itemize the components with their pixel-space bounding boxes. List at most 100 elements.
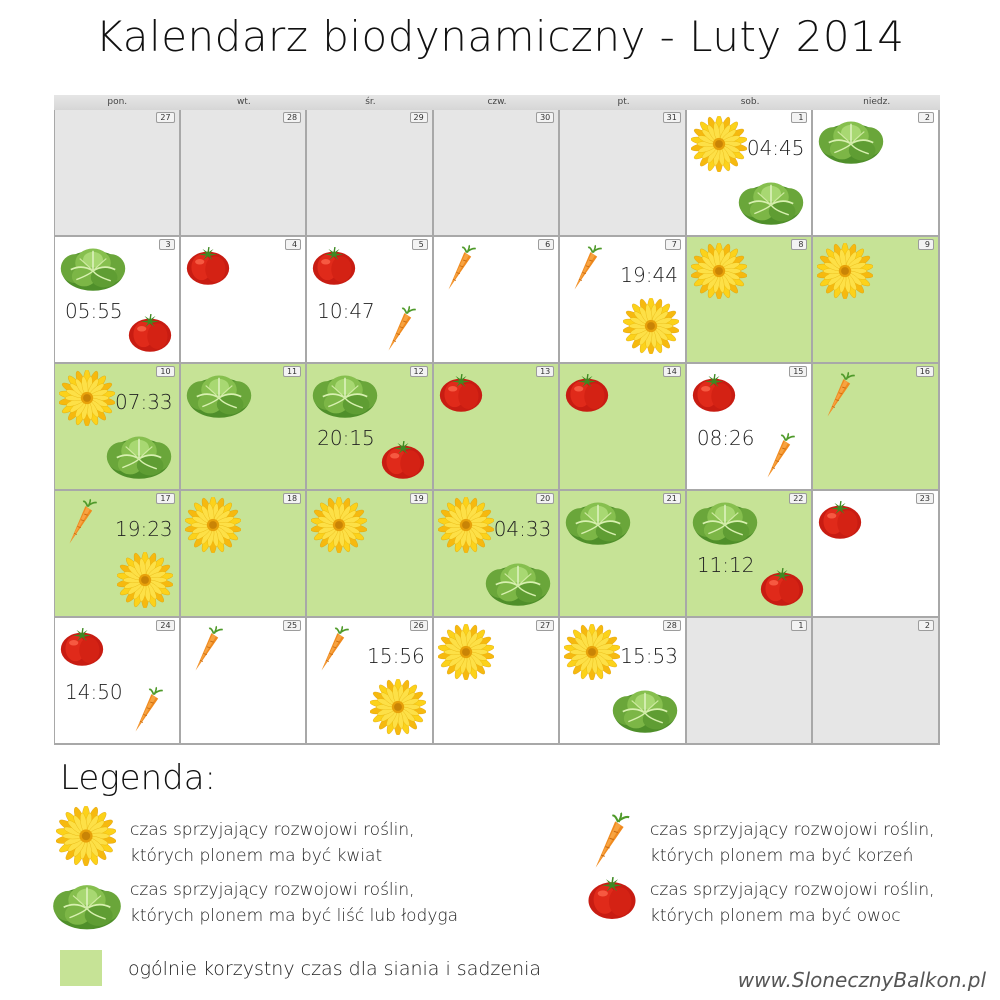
day-number: 15 bbox=[789, 366, 808, 377]
calendar-day-cell: 2 bbox=[813, 110, 940, 237]
lettuce-icon bbox=[185, 370, 253, 420]
tomato-icon bbox=[564, 370, 610, 414]
tomato-icon bbox=[127, 310, 173, 354]
day-number: 13 bbox=[536, 366, 555, 377]
carrot-icon bbox=[570, 243, 604, 293]
flower-icon bbox=[55, 805, 117, 867]
green-swatch bbox=[60, 950, 102, 986]
calendar-day-cell: 11 bbox=[180, 364, 308, 491]
calendar-day-cell: 16 bbox=[813, 364, 940, 491]
page-title: Kalendarz biodynamiczny - Luty 2014 bbox=[95, 12, 905, 61]
moon-transition-time: 11:12 bbox=[696, 553, 755, 577]
day-number: 17 bbox=[156, 493, 175, 504]
weekday-label: niedz. bbox=[863, 97, 891, 107]
legend-root-text: czas sprzyjający rozwojowi roślin, który… bbox=[650, 820, 935, 866]
day-number: 11 bbox=[282, 366, 302, 377]
day-number: 26 bbox=[409, 620, 428, 631]
lettuce-icon bbox=[311, 370, 379, 420]
calendar-day-cell: 26 15:56 bbox=[307, 618, 434, 745]
calendar-day-cell: 19 bbox=[307, 491, 434, 618]
calendar-day-cell: 20 04:33 bbox=[433, 491, 561, 618]
calendar-day-cell: 8 bbox=[686, 237, 814, 364]
day-number: 27 bbox=[156, 112, 175, 123]
tomato-icon bbox=[438, 370, 484, 414]
day-number: 30 bbox=[536, 112, 555, 123]
flower-icon bbox=[437, 496, 495, 554]
flower-icon bbox=[690, 115, 748, 173]
weekday-label: wt. bbox=[236, 97, 251, 107]
day-number: 23 bbox=[915, 493, 934, 504]
day-number: 7 bbox=[664, 239, 681, 250]
day-number: 22 bbox=[789, 493, 808, 504]
moon-transition-time: 04:33 bbox=[493, 517, 552, 541]
day-number: 20 bbox=[536, 493, 555, 504]
flower-icon bbox=[622, 297, 680, 355]
flower-icon bbox=[563, 623, 621, 681]
tomato-icon bbox=[759, 564, 805, 608]
day-number: 19 bbox=[409, 493, 428, 504]
weekday-header-row: pon. wt. śr. czw. pt. sob. niedz. bbox=[54, 95, 940, 111]
flower-icon bbox=[817, 242, 874, 300]
moon-transition-time: 20:15 bbox=[317, 426, 375, 450]
legend-general-text: ogólnie korzystny czas dla siania i sadz… bbox=[128, 958, 542, 980]
lettuce-icon bbox=[611, 685, 679, 735]
day-number: 12 bbox=[409, 366, 428, 377]
lettuce-icon bbox=[564, 497, 632, 547]
day-number: 21 bbox=[662, 493, 681, 504]
day-number: 14 bbox=[662, 366, 681, 377]
moon-transition-time: 10:47 bbox=[317, 299, 375, 323]
day-number: 6 bbox=[538, 239, 555, 250]
calendar-day-cell: 12 20:15 bbox=[307, 364, 434, 491]
day-number: 28 bbox=[662, 620, 681, 631]
website-link[interactable]: www.SlonecznyBalkon.pl bbox=[737, 968, 986, 992]
carrot-icon bbox=[823, 370, 857, 420]
calendar-day-cell: 10 07:33 bbox=[54, 364, 181, 491]
calendar-day-cell: 6 bbox=[433, 237, 561, 364]
flower-icon bbox=[184, 496, 241, 554]
tomato-icon bbox=[185, 243, 231, 287]
day-number: 10 bbox=[156, 366, 175, 377]
day-number: 2 bbox=[917, 112, 934, 123]
calendar-day-cell: 4 bbox=[180, 237, 308, 364]
calendar-day-cell: 3 05:55 bbox=[54, 237, 181, 364]
lettuce-icon bbox=[484, 558, 552, 608]
day-number: 2 bbox=[917, 620, 934, 631]
calendar-day-cell: 22 11:12 bbox=[686, 491, 814, 618]
moon-transition-time: 04:45 bbox=[746, 136, 805, 160]
moon-transition-time: 19:44 bbox=[620, 263, 678, 287]
carrot-icon bbox=[590, 812, 632, 870]
moon-transition-time: 19:23 bbox=[115, 517, 173, 541]
day-number: 8 bbox=[791, 239, 808, 250]
weekday-label: czw. bbox=[487, 97, 507, 107]
carrot-icon bbox=[65, 497, 99, 547]
legend-title: Legenda: bbox=[60, 758, 217, 798]
day-number: 31 bbox=[662, 112, 681, 123]
carrot-icon bbox=[131, 685, 165, 735]
calendar-day-cell: 7 19:44 bbox=[560, 237, 687, 364]
calendar-day-cell: 1 04:45 bbox=[686, 110, 814, 237]
flower-icon bbox=[116, 551, 173, 609]
day-number: 9 bbox=[917, 239, 934, 250]
lettuce-icon bbox=[737, 177, 805, 227]
day-number: 3 bbox=[158, 239, 175, 250]
carrot-icon bbox=[444, 243, 478, 293]
day-number: 28 bbox=[282, 112, 302, 123]
calendar-day-cell: 9 bbox=[813, 237, 940, 364]
lettuce-icon bbox=[105, 431, 173, 481]
moon-transition-time: 15:53 bbox=[620, 644, 678, 668]
tomato-icon bbox=[691, 370, 737, 414]
legend-leaf-text: czas sprzyjający rozwojowi roślin, który… bbox=[130, 880, 459, 926]
day-number: 24 bbox=[156, 620, 175, 631]
day-number: 1 bbox=[791, 620, 808, 631]
calendar-day-cell: 23 bbox=[813, 491, 940, 618]
day-number: 4 bbox=[285, 239, 302, 250]
calendar-day-cell: 31 bbox=[560, 110, 687, 237]
lettuce-icon bbox=[59, 243, 127, 293]
day-number: 16 bbox=[915, 366, 934, 377]
flower-icon bbox=[690, 242, 748, 300]
legend-flower-text: czas sprzyjający rozwojowi roślin, który… bbox=[130, 820, 415, 866]
day-number: 1 bbox=[791, 112, 808, 123]
calendar-day-cell: 13 bbox=[433, 364, 561, 491]
flower-icon bbox=[437, 623, 495, 681]
calendar-day-cell: 29 bbox=[307, 110, 434, 237]
